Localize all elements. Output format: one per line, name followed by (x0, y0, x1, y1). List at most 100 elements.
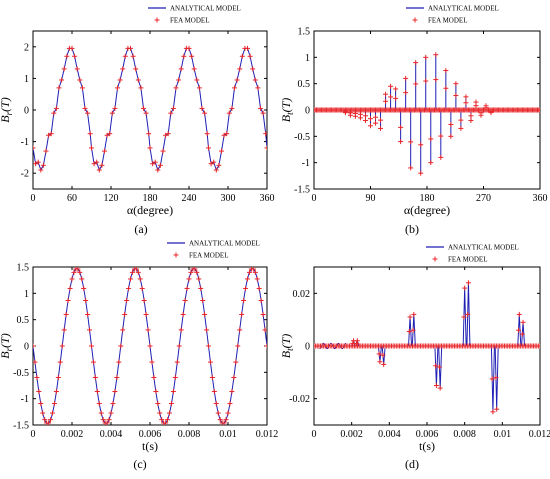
legend-fea-label: FEA MODEL (428, 17, 467, 25)
fea-point (354, 338, 360, 344)
fea-point (264, 145, 267, 151)
fea-point (35, 159, 41, 165)
fea-point (519, 331, 525, 337)
fea-point (163, 420, 169, 425)
fea-point (433, 383, 439, 388)
y-tick-label: -0.5 (294, 132, 310, 143)
fea-point (172, 374, 178, 380)
fea-point (176, 343, 182, 349)
fea-point (89, 145, 94, 151)
y-axis-label: Br(T) (0, 333, 14, 359)
fea-point (362, 118, 368, 124)
y-tick-label: 1.5 (17, 263, 30, 274)
fea-point (33, 161, 39, 167)
fea-point (38, 401, 44, 407)
fea-point (373, 120, 379, 126)
fea-point (129, 269, 135, 275)
fea-point (462, 285, 468, 291)
fea-point (250, 66, 256, 72)
x-tick-label: 90 (366, 193, 376, 204)
fea-point (202, 312, 208, 318)
fea-point (433, 52, 439, 58)
fea-point (516, 311, 522, 317)
fea-point (215, 410, 221, 416)
y-tick-label: -1.5 (13, 421, 29, 432)
fea-point (69, 45, 75, 51)
y-tick-label: -1.5 (294, 185, 310, 196)
fea-point (245, 45, 250, 51)
fea-point (465, 280, 471, 286)
fea-point (141, 105, 146, 111)
fea-point (94, 389, 100, 395)
fea-point (83, 297, 89, 303)
fea-point (428, 136, 434, 142)
x-tick-label: 0 (312, 429, 317, 440)
fea-point (207, 359, 213, 365)
fea-point (437, 385, 443, 391)
fea-point (139, 285, 145, 291)
x-tick-label: 360 (533, 193, 548, 204)
fea-point (237, 327, 243, 333)
fea-point (38, 167, 44, 173)
y-tick-label: -0.5 (13, 368, 29, 379)
fea-point (438, 154, 444, 160)
legend-fea-label: FEA MODEL (448, 256, 487, 264)
fea-point (64, 53, 70, 59)
fea-point (46, 420, 52, 425)
fea-point (48, 417, 54, 423)
chart-b: 0 90 180 270 360 -1.5 -1 -0.5 0 0.5 1 1.5 α(degree) B… (279, 1, 548, 236)
fea-point (410, 327, 416, 333)
fea-point (194, 77, 200, 83)
fea-point (147, 145, 153, 151)
fea-point (406, 329, 412, 335)
fea-point (115, 85, 120, 91)
fea-point (72, 53, 78, 59)
fea-point (408, 139, 414, 145)
fea-point (362, 113, 368, 119)
legend-analytical-label: ANALYTICAL MODEL (428, 5, 499, 13)
fea-point (124, 297, 130, 303)
x-tick-label: 300 (221, 193, 236, 204)
fea-point (117, 77, 123, 83)
fea-point (87, 131, 93, 137)
fea-point (206, 343, 211, 349)
fea-point (59, 343, 65, 349)
x-tick-label: 0 (312, 193, 317, 204)
fea-point (143, 312, 149, 318)
fea-point (373, 114, 379, 120)
fea-point (65, 297, 71, 303)
fea-point (110, 401, 116, 407)
y-tick-label: -2 (21, 169, 29, 180)
legend: ANALYTICAL MODEL FEA MODEL (404, 1, 524, 27)
fea-point (157, 162, 163, 168)
fea-point (34, 374, 40, 380)
fea-point (153, 389, 159, 395)
fea-point (199, 105, 205, 111)
panel-caption: (b) (405, 222, 419, 236)
fea-point (146, 131, 152, 137)
y-axis-label-sub: r (4, 111, 14, 115)
fea-point (377, 359, 383, 365)
x-tick-label: 0.002 (340, 429, 363, 440)
data-layer (33, 267, 267, 425)
fea-point (494, 406, 500, 412)
fea-point (438, 133, 444, 139)
legend: ANALYTICAL MODEL FEA MODEL (424, 240, 544, 266)
plot-frame (32, 30, 268, 190)
x-tick-label: 0.004 (378, 429, 401, 440)
y-axis-label-unit: (T) (279, 334, 293, 349)
y-axis-label-unit: (T) (0, 333, 12, 348)
fea-point (59, 77, 65, 83)
fea-point (53, 105, 59, 111)
fea-point (71, 269, 77, 275)
fea-point (152, 159, 158, 165)
fea-point (48, 131, 54, 137)
fea-point (173, 85, 179, 91)
fea-point (473, 103, 479, 109)
fea-point (90, 359, 96, 365)
y-tick-label: -1 (21, 137, 29, 148)
fea-point (114, 374, 120, 380)
fea-point (42, 417, 48, 423)
fea-point (107, 131, 113, 137)
x-tick-label: 0 (31, 429, 36, 440)
